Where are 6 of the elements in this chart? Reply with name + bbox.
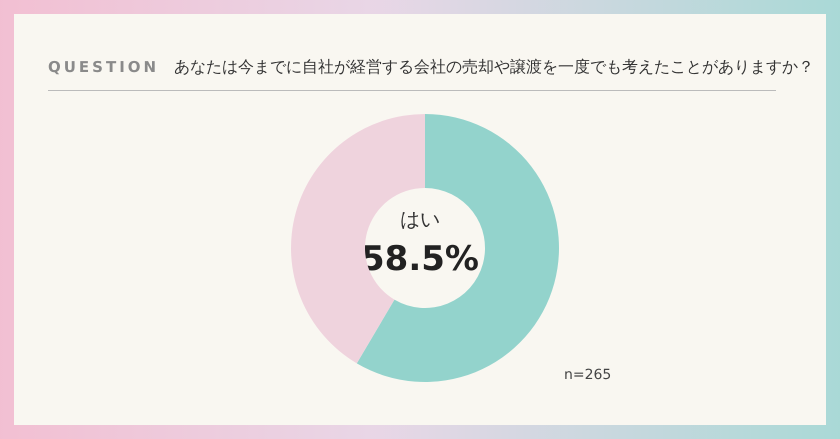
text: n=265	[564, 367, 612, 383]
slice-label: はい	[400, 207, 440, 231]
text: QUESTION	[48, 58, 160, 76]
data-label: 58.5%	[361, 239, 479, 279]
chart-title: あなたは今までに自社が経営する会社の売却や譲渡を一度でも考えたことがありますか？	[174, 57, 814, 78]
donut-slice	[356, 114, 559, 382]
